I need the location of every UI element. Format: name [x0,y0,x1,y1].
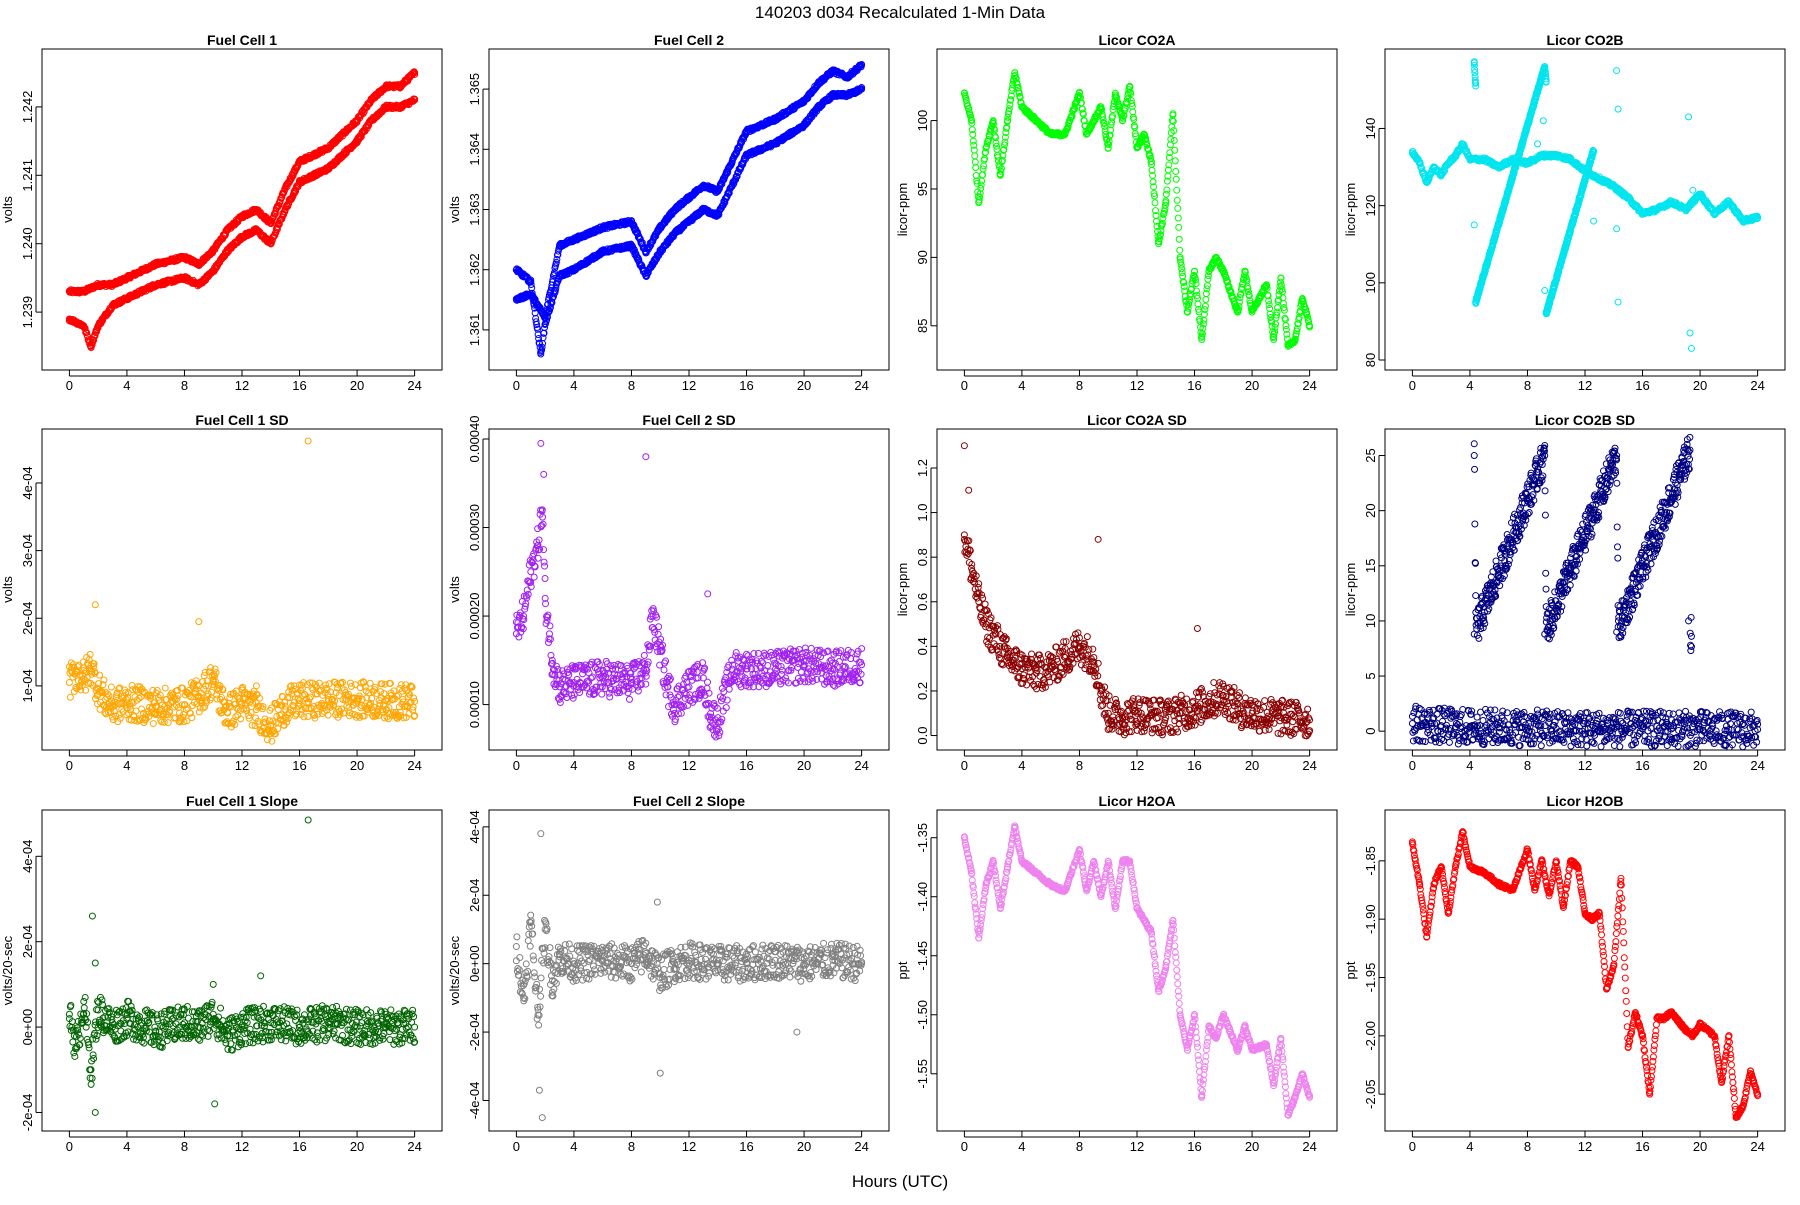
panel: Licor CO2A licor-ppm 0 4 8 12 16 20 24 85 90 95 100 [895,32,1337,393]
x-tick-label: 0 [66,378,73,393]
x-tick-label: 16 [1635,378,1649,393]
x-tick-label: 20 [1693,378,1707,393]
x-tick-label: 24 [1750,378,1764,393]
data-point [1176,236,1182,242]
x-tick-label: 20 [350,378,364,393]
x-tick-label: 20 [797,378,811,393]
panel-title: Fuel Cell 2 [654,32,724,48]
data-point [1203,297,1209,303]
y-tick-label: 1.239 [20,296,35,329]
y-axis-label: volts [0,196,15,223]
data-point [1175,205,1181,211]
data-point [1688,345,1694,351]
x-tick-label: 4 [1018,378,1025,393]
data-point [1278,275,1284,281]
x-tick-label: 0 [961,378,968,393]
data-point [1615,106,1621,112]
y-tick-label: 140 [1363,118,1378,140]
data-point [1174,197,1180,203]
data-point [1168,136,1174,142]
y-axis-label: licor-ppm [895,183,910,236]
data-point [1175,215,1181,221]
y-tick-label: 90 [915,250,930,264]
data-point [1275,305,1281,311]
y-tick-label: 80 [1363,353,1378,367]
y-tick-label: 85 [915,319,930,333]
x-tick-label: 12 [1130,378,1144,393]
x-tick-label: 4 [1466,378,1473,393]
series-points [1409,59,1760,352]
y-tick-label: 1.362 [467,253,482,286]
series-points [961,70,1312,350]
y-tick-label: 120 [1363,195,1378,217]
panel-title: Licor CO2A [1098,32,1175,48]
x-tick-label: 16 [739,378,753,393]
x-tick-label: 0 [1409,378,1416,393]
x-tick-label: 16 [292,378,306,393]
data-point [1614,68,1620,74]
x-tick-label: 4 [123,378,130,393]
data-point [1202,303,1208,309]
x-tick-label: 8 [628,378,635,393]
series-points [513,62,864,357]
data-point [1164,187,1170,193]
figure-title: 140203 d034 Recalculated 1-Min Data [755,3,1046,22]
panel: Fuel Cell 1 volts 0 4 8 12 16 20 24 1.239 1.240 1.2… [0,32,442,393]
x-tick-label: 12 [235,378,249,393]
y-tick-label: 100 [1363,272,1378,294]
x-tick-label: 8 [181,378,188,393]
y-tick-label: 1.363 [467,193,482,226]
y-tick-label: 1.364 [467,133,482,166]
y-tick-label: 100 [915,110,930,132]
y-tick-label: 1.365 [467,73,482,106]
series-points [66,69,417,351]
panel-title: Fuel Cell 1 [207,32,277,48]
data-point [1172,147,1178,153]
data-point [1542,288,1548,294]
y-tick-label: 1.361 [467,314,482,347]
x-tick-label: 8 [1524,378,1531,393]
x-tick-label: 12 [1578,378,1592,393]
panel-title: Licor CO2B [1546,32,1623,48]
data-point [1615,299,1621,305]
data-point [1591,218,1597,224]
panel: Fuel Cell 2 volts 0 4 8 12 16 20 24 1.361 1.362 1.3… [447,32,889,393]
x-tick-label: 24 [1302,378,1316,393]
y-axis-label: volts [447,196,462,223]
panel-grid: Fuel Cell 1 volts 0 4 8 12 16 20 24 1.239 1.240 1.2… [0,32,1785,1154]
data-point [1687,330,1693,336]
y-tick-label: 1.242 [20,91,35,124]
data-point [1173,176,1179,182]
data-point [1686,114,1692,120]
x-tick-label: 12 [682,378,696,393]
y-tick-label: 95 [915,182,930,196]
x-tick-label: 24 [407,378,421,393]
data-point [1177,247,1183,253]
data-point [1176,224,1182,230]
panel: Licor CO2B licor-ppm 0 4 8 12 16 20 24 80 100 120 14… [1343,32,1785,393]
data-point [1614,226,1620,232]
x-tick-label: 24 [854,378,868,393]
data-point [1471,222,1477,228]
data-point [972,153,978,159]
data-point [1171,137,1177,143]
data-point [1174,187,1180,193]
y-tick-label: 1.240 [20,227,35,260]
y-tick-label: 1.241 [20,159,35,192]
data-point [1173,169,1179,175]
x-tick-label: 4 [570,378,577,393]
data-point [1690,187,1696,193]
x-tick-label: 20 [1245,378,1259,393]
x-tick-label: 0 [513,378,520,393]
x-tick-label: 16 [1187,378,1201,393]
data-point [1535,141,1541,147]
x-tick-label: 8 [1076,378,1083,393]
y-axis-label: licor-ppm [1343,183,1358,236]
data-point [1152,200,1158,206]
data-point [1172,158,1178,164]
data-point [1540,118,1546,124]
